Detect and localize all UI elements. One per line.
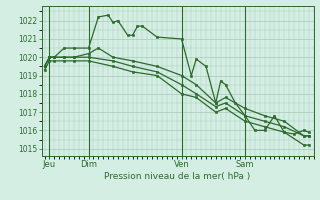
X-axis label: Pression niveau de la mer( hPa ): Pression niveau de la mer( hPa ) (104, 172, 251, 181)
